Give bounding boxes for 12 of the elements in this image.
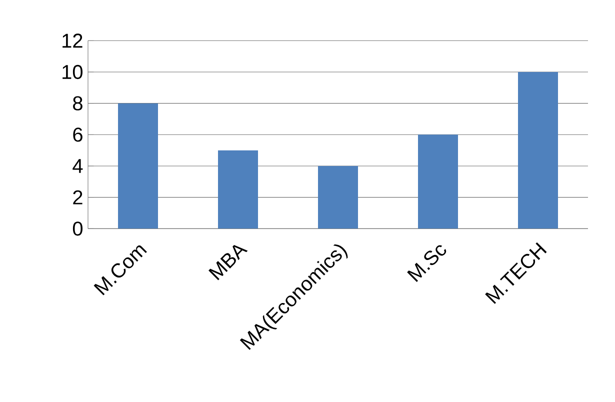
bar — [218, 150, 258, 229]
bar — [118, 103, 158, 229]
y-tick-label: 0 — [72, 222, 82, 236]
y-tick-label: 6 — [73, 128, 82, 142]
y-tick-label: 12 — [62, 34, 82, 48]
y-tick-label: 4 — [72, 159, 83, 173]
bar — [418, 134, 458, 229]
y-tick-label: 10 — [62, 64, 82, 80]
y-tick-label: 8 — [73, 96, 82, 110]
bar — [518, 72, 558, 229]
bar — [318, 166, 358, 229]
y-tick-label: 2 — [73, 190, 82, 204]
